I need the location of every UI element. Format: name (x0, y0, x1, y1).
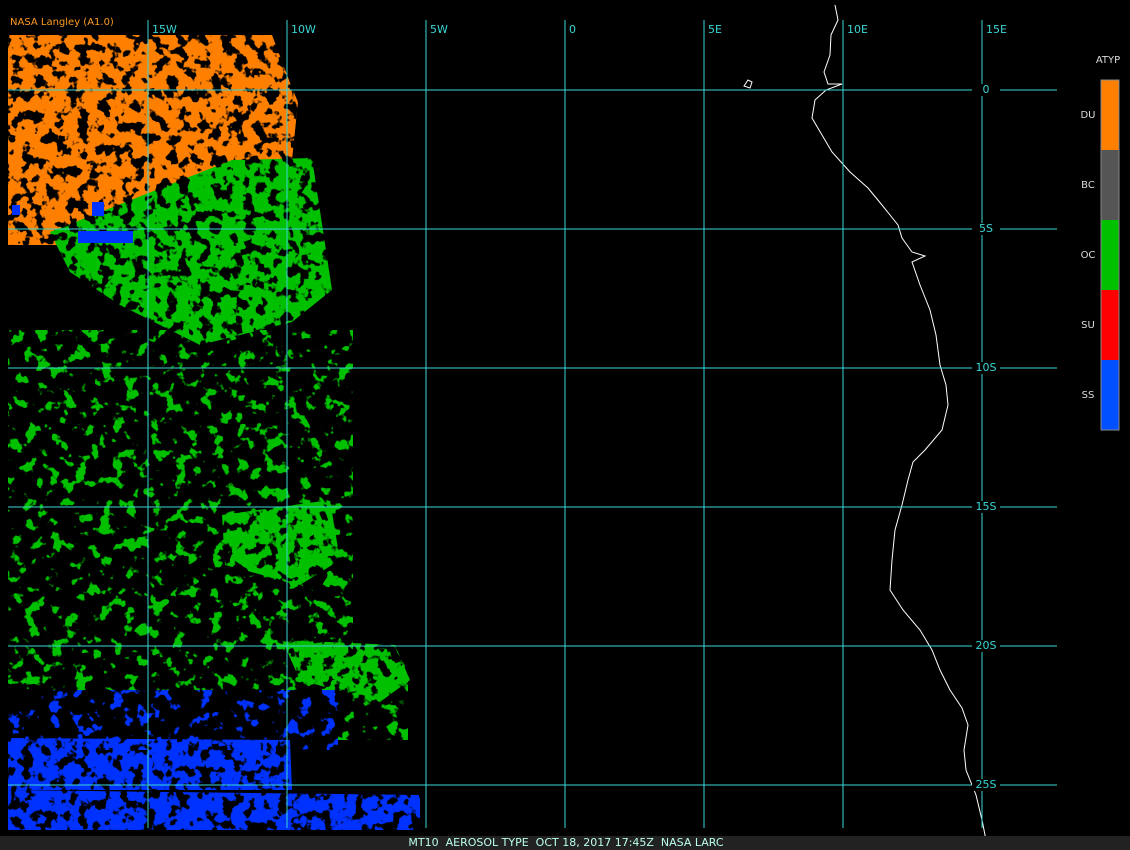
legend-label: OC (1081, 250, 1096, 261)
legend-label: SU (1081, 320, 1095, 331)
sea-salt-pixel (12, 205, 20, 215)
longitude-label: 5W (430, 23, 448, 36)
legend: ATYP DU BC OC SU SS (1080, 55, 1120, 431)
coastline (811, 4, 989, 850)
legend-label: BC (1081, 180, 1095, 191)
longitude-label: 15W (152, 23, 177, 36)
label-backdrop (972, 779, 1000, 791)
footer-caption: MT10 AEROSOL TYPE OCT 18, 2017 17:45Z NA… (408, 836, 723, 849)
legend-swatch (1101, 290, 1119, 360)
latitude-label: 5S (979, 222, 993, 235)
label-backdrop (972, 362, 1000, 374)
source-label: NASA Langley (A1.0) (10, 17, 114, 28)
sea-salt-region (8, 790, 420, 830)
latitude-label: 10S (976, 361, 997, 374)
legend-label: DU (1080, 110, 1095, 121)
longitude-label: 10E (847, 23, 868, 36)
sea-salt-region (8, 690, 338, 750)
island (743, 79, 753, 89)
latitude-label: 25S (976, 778, 997, 791)
label-backdrop (972, 223, 1000, 235)
label-backdrop (972, 640, 1000, 652)
legend-frame (1100, 79, 1120, 431)
sea-salt-pixel (78, 231, 133, 243)
graticule: 15W 10W 5W 0 5E 10E 15E 0 5S 10S 15S 20S 25S (8, 20, 1057, 828)
organic-region (8, 580, 138, 660)
longitude-label: 10W (291, 23, 316, 36)
organic-pixel (233, 160, 245, 172)
latitude-label: 0 (983, 83, 990, 96)
legend-swatch (1101, 360, 1119, 430)
label-backdrop (972, 84, 1000, 96)
legend-swatch (1101, 150, 1119, 220)
longitude-label: 15E (986, 23, 1007, 36)
footer-bar (0, 836, 1130, 850)
latitude-label: 20S (976, 639, 997, 652)
legend-swatch (1101, 80, 1119, 150)
sea-salt-pixel (92, 202, 104, 216)
organic-region (50, 158, 332, 345)
legend-label: SS (1082, 390, 1095, 401)
longitude-label: 0 (569, 23, 576, 36)
legend-title: ATYP (1096, 55, 1120, 66)
label-backdrop (972, 501, 1000, 513)
longitude-label: 5E (708, 23, 722, 36)
aerosol-field (8, 35, 420, 830)
sea-salt-region (8, 738, 292, 790)
latitude-label: 15S (976, 500, 997, 513)
legend-swatch (1101, 220, 1119, 290)
